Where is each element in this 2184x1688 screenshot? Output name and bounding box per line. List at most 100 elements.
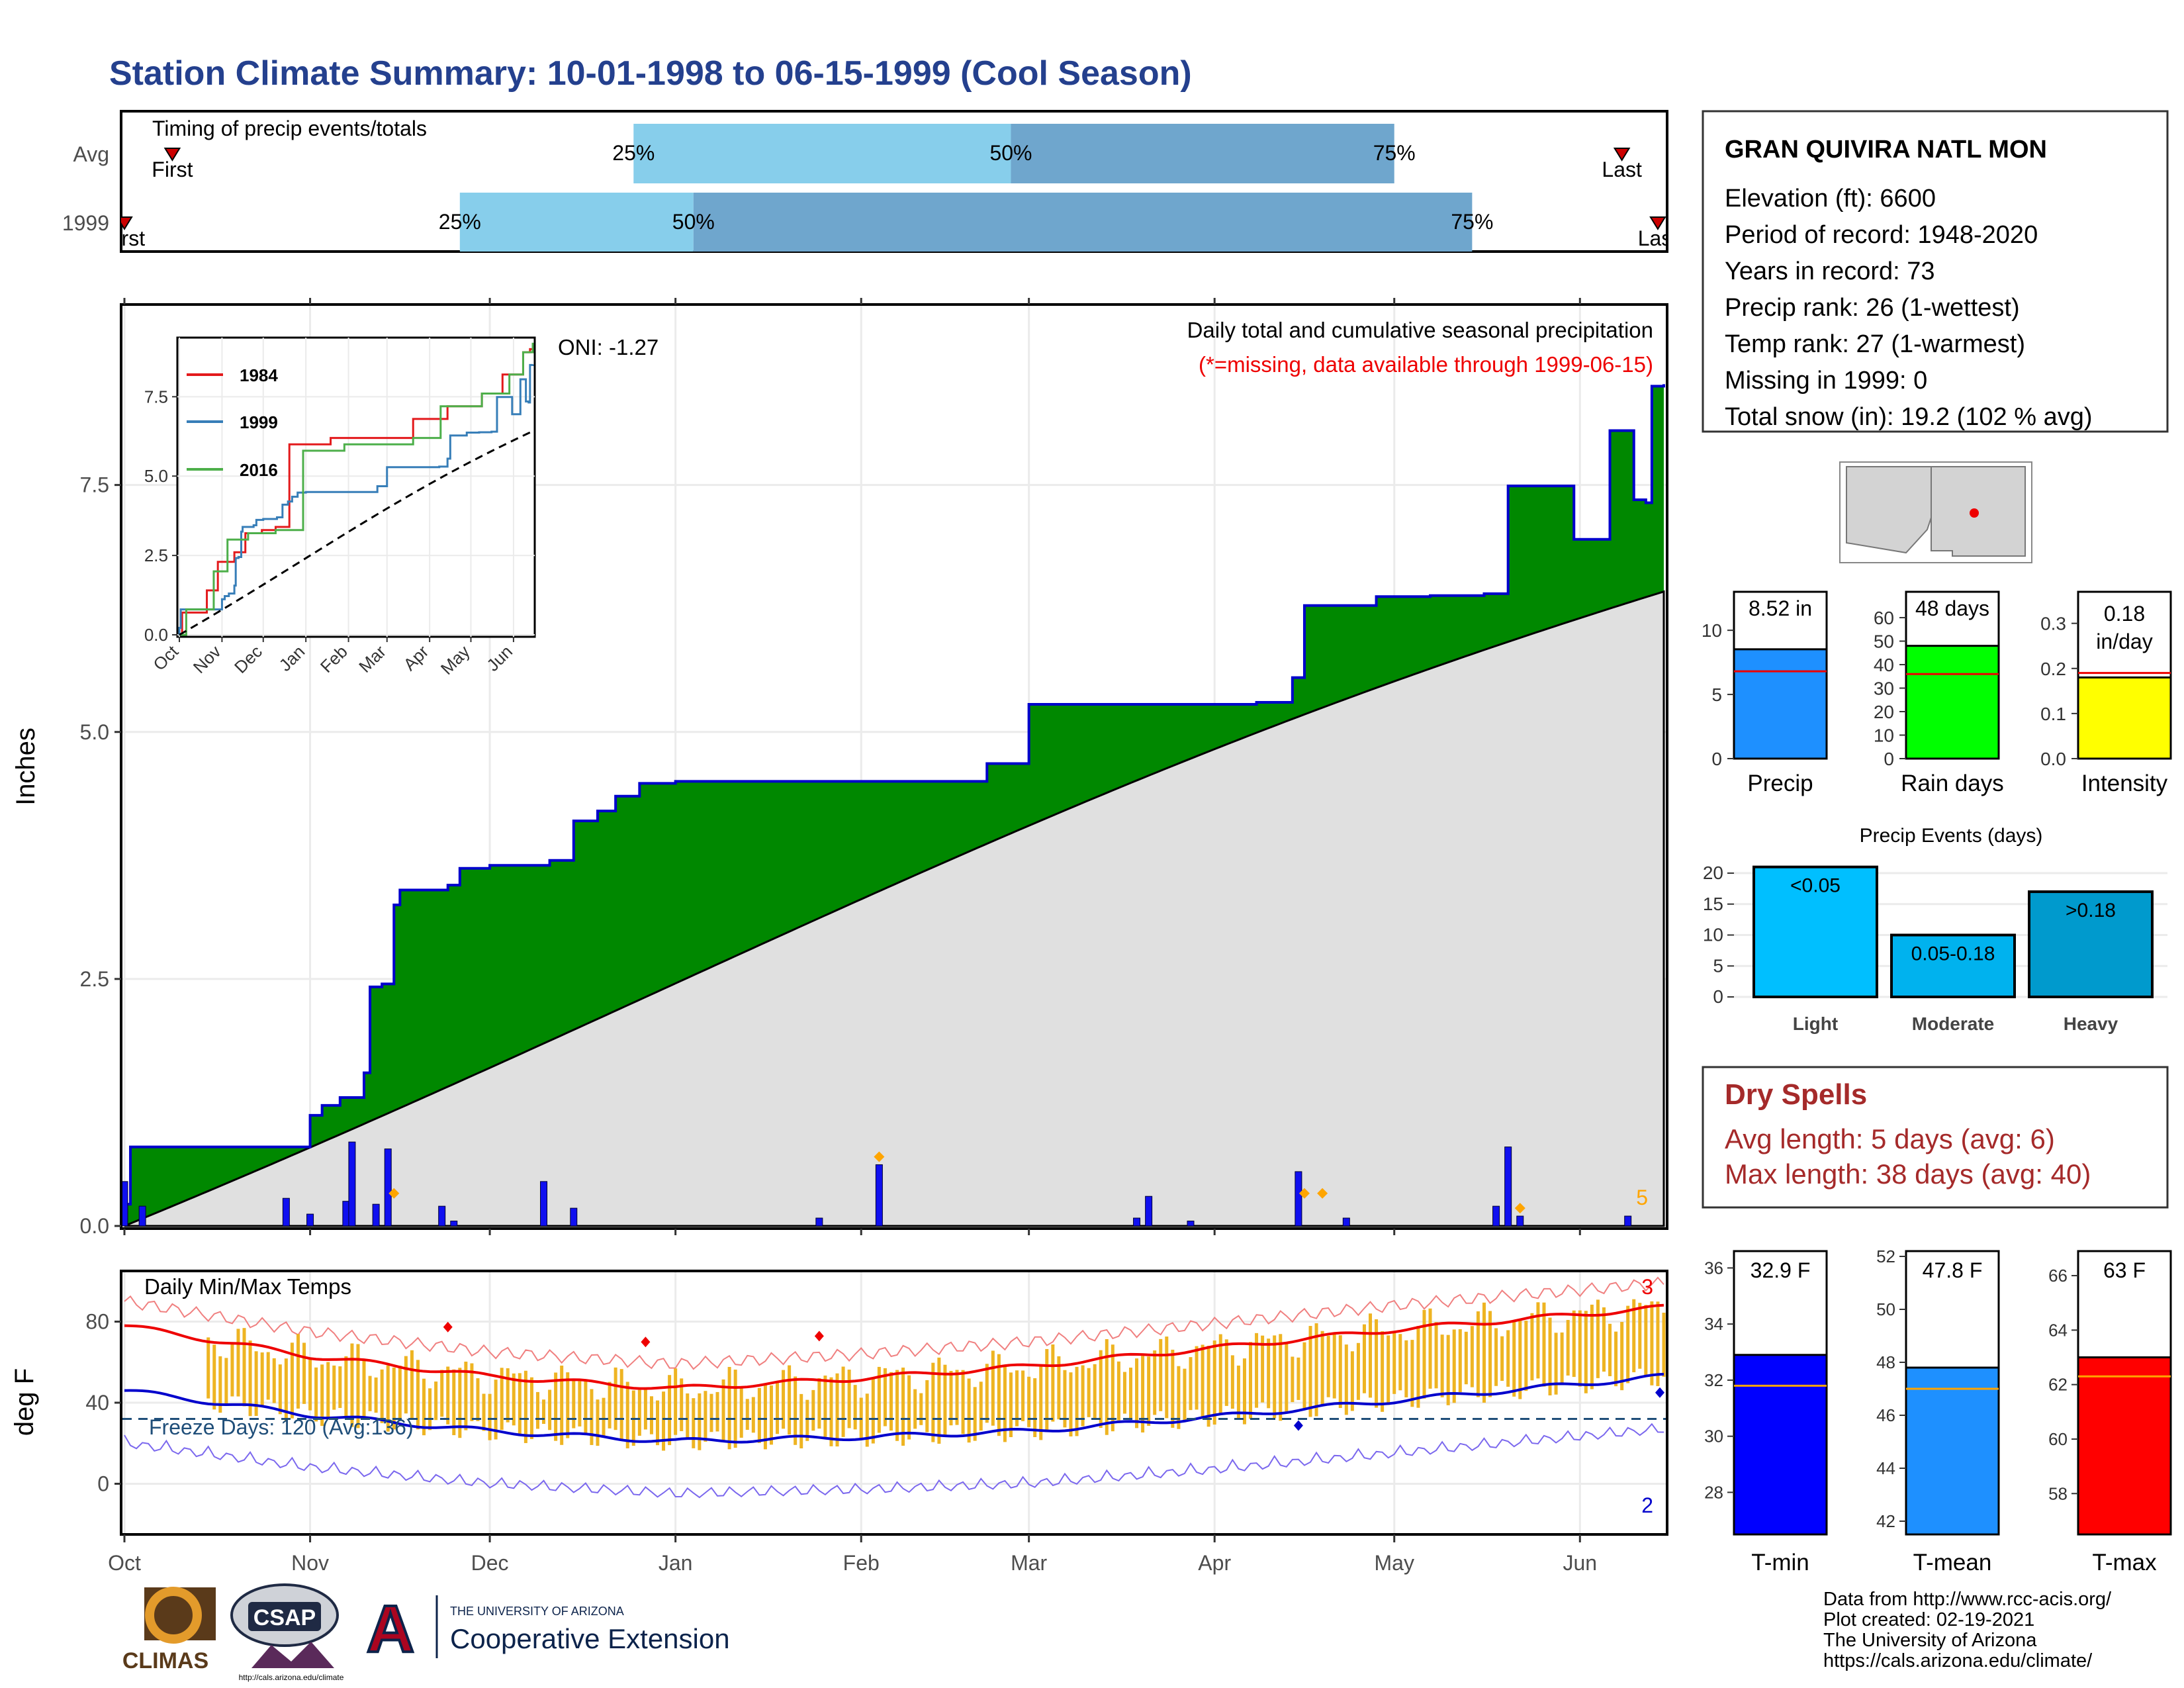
tbar-tick-label-1-4: 50 (1876, 1299, 1895, 1319)
daily-temp-bar (1596, 1299, 1600, 1378)
temp-ytick-label-2: 80 (85, 1310, 109, 1334)
daily-temp-bar (1320, 1331, 1324, 1407)
daily-temp-bar (1566, 1319, 1570, 1376)
timing-last-marker-0 (1613, 148, 1631, 162)
daily-temp-bar (392, 1367, 396, 1430)
daily-temp-bar (925, 1380, 929, 1432)
inset-line-1999 (178, 363, 534, 635)
tbar-value-1: 47.8 F (1923, 1258, 1983, 1282)
tbar-tick-label-2-0: 58 (2048, 1483, 2068, 1503)
daily-temp-bar (1428, 1308, 1432, 1389)
footer-line-1: Data from http://www.rcc-acis.org/ (1823, 1589, 2112, 1610)
record-low-marker-1 (1655, 1387, 1664, 1398)
daily-temp-bar (811, 1389, 815, 1431)
daily-temp-bar (1057, 1356, 1061, 1420)
snow-marker-3 (1317, 1188, 1328, 1199)
daily-precip-bar-3 (306, 1213, 314, 1227)
snow-marker-2 (1298, 1188, 1310, 1199)
daily-temp-bar (1536, 1302, 1540, 1379)
daily-precip-bar-22 (1624, 1215, 1632, 1227)
snow-marker-4 (1514, 1203, 1525, 1214)
daily-temp-bar (1314, 1323, 1318, 1417)
mini-bar-1 (1905, 645, 2000, 760)
avg-max-line (124, 1303, 1664, 1390)
daily-temp-bar (1291, 1356, 1295, 1403)
tbar-tick-label-2-4: 66 (2048, 1266, 2068, 1286)
mini-tick-label-1-5: 50 (1874, 632, 1894, 652)
daily-temp-bar (1033, 1378, 1037, 1437)
tbar-value-0: 32.9 F (1751, 1258, 1811, 1282)
tbar-value-2: 63 F (2103, 1258, 2146, 1282)
temp-ytick-label-0: 0 (97, 1472, 109, 1495)
tbar-tick-label-0-4: 36 (1704, 1258, 1723, 1278)
daily-temp-bar (1273, 1335, 1277, 1419)
inset-legend: 1984 1999 2016 (187, 365, 278, 480)
daily-temp-bar (1584, 1311, 1588, 1393)
csap-mountain-shape (251, 1642, 334, 1668)
daily-temp-bar (314, 1367, 318, 1422)
daily-temp-bar (368, 1376, 372, 1411)
station-temp-rank: Temp rank: 27 (1-warmest) (1725, 330, 2025, 358)
precip-ytick-label-3: 7.5 (80, 473, 109, 497)
daily-temp-bar (1003, 1366, 1007, 1442)
daily-temp-bar (788, 1365, 792, 1435)
ua-logo-top-text: THE UNIVERSITY OF ARIZONA (450, 1605, 624, 1618)
daily-temp-bar (1212, 1340, 1216, 1425)
daily-temp-bar (350, 1343, 354, 1427)
daily-temp-bar (637, 1389, 641, 1436)
daily-temp-bar (302, 1342, 306, 1404)
precip-ytick-label-0: 0.0 (80, 1214, 109, 1238)
mini-tick-label-2-1: 0.1 (2040, 704, 2066, 724)
footer-line-3: The University of Arizona (1823, 1630, 2037, 1651)
daily-temp-bar (1087, 1368, 1091, 1417)
daily-temp-bar (847, 1370, 851, 1429)
daily-temp-bar (529, 1377, 533, 1439)
daily-temp-bar (523, 1370, 527, 1444)
daily-temp-bar (727, 1366, 731, 1450)
timing-last-label-1: Last (1638, 226, 1678, 250)
daily-temp-bar (1015, 1370, 1019, 1427)
daily-temp-bar (949, 1370, 953, 1426)
daily-temp-bar (1189, 1357, 1193, 1411)
timing-p50-label-1: 50% (672, 210, 715, 234)
daily-temp-bar (692, 1398, 696, 1448)
mini-tick-label-1-4: 40 (1874, 655, 1894, 675)
daily-temp-bar (572, 1380, 576, 1429)
daily-temp-bar (1375, 1319, 1379, 1408)
legend-1984-label: 1984 (240, 365, 278, 385)
daily-temp-bar (698, 1393, 702, 1450)
daily-temp-bar (1218, 1334, 1222, 1415)
mini-category-label-2: Intensity (2081, 771, 2168, 796)
daily-temp-bar (320, 1364, 324, 1427)
dry-spells-frame (1702, 1066, 2169, 1209)
daily-temp-bar (763, 1384, 767, 1450)
ua-logo-bg (361, 1595, 420, 1655)
daily-temp-bar (1602, 1307, 1606, 1372)
daily-temp-bar (476, 1378, 480, 1421)
events-bar-0 (1752, 865, 1878, 999)
daily-temp-bar (619, 1369, 623, 1440)
legend-1999-label: 1999 (240, 412, 278, 432)
timing-row-1999-label: 1999 (62, 211, 109, 235)
daily-temp-bar (1039, 1366, 1043, 1440)
daily-temp-bar (1242, 1358, 1246, 1425)
daily-temp-bar (236, 1329, 240, 1397)
daily-temp-bar (422, 1378, 426, 1436)
events-bar-label-2: >0.18 (2066, 900, 2116, 921)
daily-temp-bar (1644, 1305, 1648, 1376)
map-arizona-shape (1846, 466, 1932, 554)
daily-temp-bar (1338, 1335, 1342, 1409)
precip-ytick-label-2: 5.0 (80, 720, 109, 744)
daily-temp-bar (248, 1340, 252, 1417)
daily-temp-bar (1332, 1334, 1336, 1399)
daily-temp-bar (338, 1366, 342, 1408)
daily-temp-bar (464, 1361, 468, 1430)
daily-temp-bar (224, 1358, 228, 1406)
footer: Data from http://www.rcc-acis.org/ Plot … (122, 1583, 2112, 1682)
daily-temp-bar (1075, 1366, 1079, 1436)
daily-temp-bar (715, 1391, 719, 1432)
daily-temp-bar (266, 1352, 270, 1400)
tbar-tick-label-0-3: 34 (1704, 1314, 1723, 1334)
mini-tick-label-0-1: 5 (1711, 684, 1722, 705)
